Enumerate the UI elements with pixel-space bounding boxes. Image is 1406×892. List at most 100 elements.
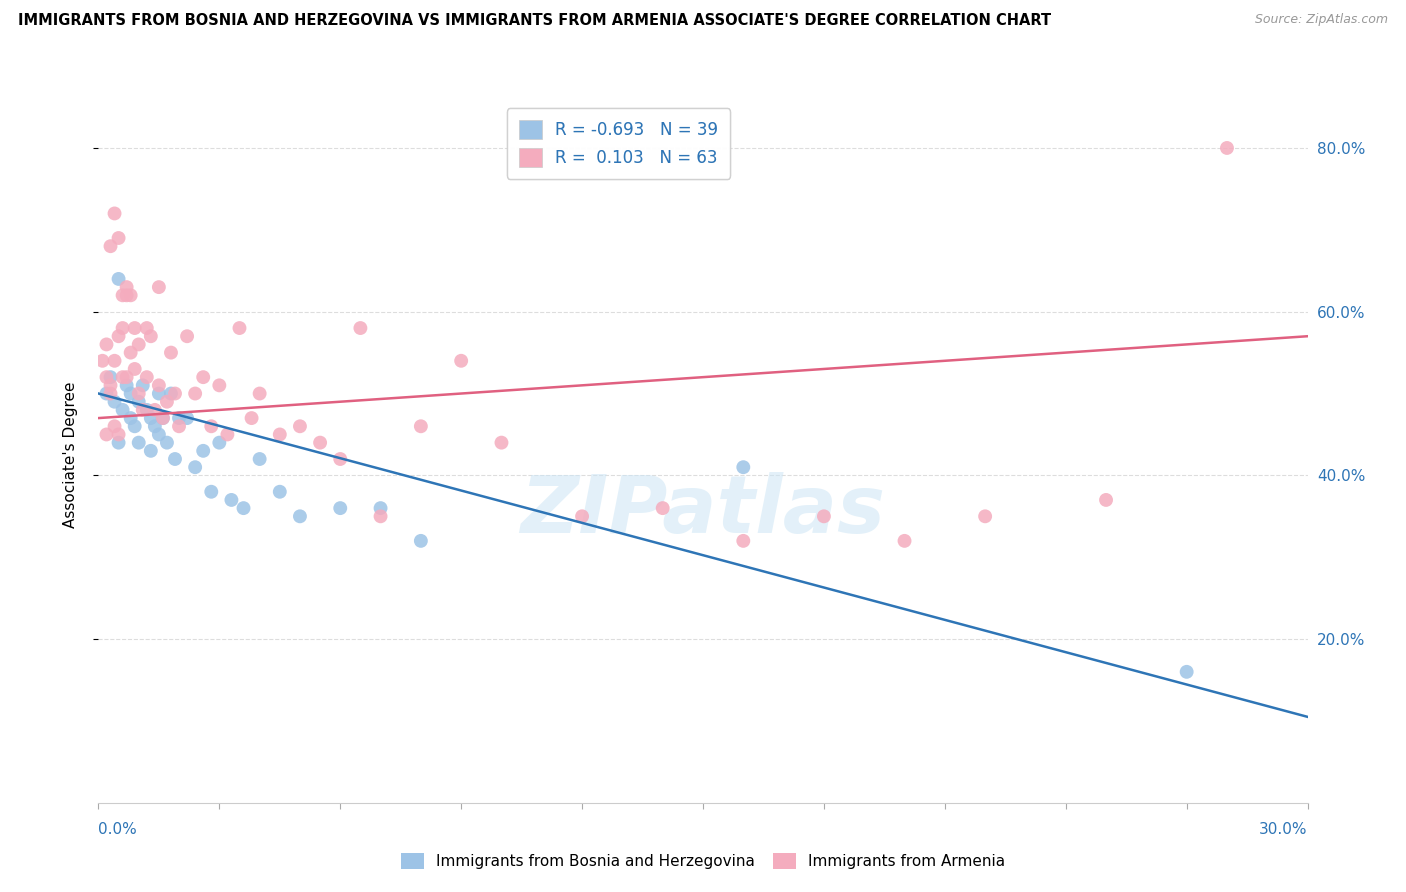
Point (143, 403, 166, 417)
Point (111, 370, 134, 384)
Point (103, 353, 125, 368)
Point (309, 435, 332, 450)
Point (139, 443, 162, 458)
Point (115, 280, 138, 294)
Point (1175, 665, 1198, 679)
Point (733, 460, 755, 475)
Point (115, 370, 138, 384)
Point (167, 419, 190, 434)
Point (100, 239, 122, 253)
Point (124, 419, 146, 434)
Point (167, 411, 190, 425)
Point (176, 329, 198, 343)
Point (232, 501, 254, 516)
Point (132, 403, 155, 417)
Point (228, 321, 250, 335)
Point (128, 435, 150, 450)
Point (893, 533, 915, 548)
Point (148, 386, 170, 401)
Point (120, 411, 142, 425)
Point (100, 378, 122, 392)
Point (249, 452, 271, 467)
Point (409, 419, 432, 434)
Point (288, 419, 311, 434)
Point (269, 484, 291, 499)
Point (349, 321, 371, 335)
Point (111, 403, 134, 417)
Point (163, 386, 186, 401)
Point (128, 394, 150, 409)
Point (96, 386, 118, 401)
Point (370, 509, 392, 524)
Point (163, 452, 186, 467)
Point (148, 427, 170, 442)
Point (409, 533, 432, 548)
Point (651, 501, 673, 516)
Point (120, 345, 142, 359)
Point (148, 378, 170, 392)
Point (288, 509, 311, 524)
Point (128, 386, 150, 401)
Point (139, 329, 162, 343)
Text: IMMIGRANTS FROM BOSNIA AND HERZEGOVINA VS IMMIGRANTS FROM ARMENIA ASSOCIATE'S DE: IMMIGRANTS FROM BOSNIA AND HERZEGOVINA V… (18, 13, 1052, 29)
Point (124, 321, 146, 335)
Point (139, 411, 162, 425)
Point (96, 337, 118, 351)
Point (200, 419, 222, 434)
Text: Source: ZipAtlas.com: Source: ZipAtlas.com (1254, 13, 1388, 27)
Point (269, 427, 291, 442)
Point (135, 403, 157, 417)
Point (370, 501, 392, 516)
Point (120, 386, 142, 401)
Point (813, 509, 835, 524)
Point (450, 353, 472, 368)
Point (240, 411, 263, 425)
Text: ZIPatlas: ZIPatlas (520, 472, 886, 549)
Point (733, 533, 755, 548)
Point (148, 280, 170, 294)
Point (156, 394, 179, 409)
Point (100, 370, 122, 384)
Point (571, 509, 593, 524)
Text: 30.0%: 30.0% (1260, 822, 1308, 837)
Point (115, 378, 138, 392)
Point (91, 353, 114, 368)
Point (1095, 492, 1118, 507)
Point (135, 370, 157, 384)
Point (208, 435, 231, 450)
Point (193, 443, 215, 458)
Point (491, 435, 513, 450)
Point (124, 362, 146, 376)
Point (329, 501, 352, 516)
Point (107, 329, 129, 343)
Point (184, 386, 207, 401)
Point (193, 370, 215, 384)
Text: 0.0%: 0.0% (98, 822, 138, 837)
Point (111, 321, 134, 335)
Point (135, 321, 157, 335)
Point (329, 452, 352, 467)
Point (128, 337, 150, 351)
Point (1216, 141, 1239, 155)
Point (974, 509, 997, 524)
Point (221, 492, 243, 507)
Point (103, 206, 125, 220)
Point (156, 435, 179, 450)
Point (103, 419, 125, 434)
Point (115, 288, 138, 302)
Point (132, 378, 155, 392)
Legend: R = -0.693   N = 39, R =  0.103   N = 63: R = -0.693 N = 39, R = 0.103 N = 63 (506, 109, 730, 178)
Point (160, 345, 183, 359)
Point (249, 386, 271, 401)
Legend: Immigrants from Bosnia and Herzegovina, Immigrants from Armenia: Immigrants from Bosnia and Herzegovina, … (395, 847, 1011, 875)
Point (111, 288, 134, 302)
Point (96, 370, 118, 384)
Point (200, 484, 222, 499)
Point (184, 460, 207, 475)
Point (217, 427, 239, 442)
Point (143, 419, 166, 434)
Y-axis label: Associate's Degree: Associate's Degree (63, 382, 77, 528)
Point (152, 411, 174, 425)
Point (96, 427, 118, 442)
Point (107, 435, 129, 450)
